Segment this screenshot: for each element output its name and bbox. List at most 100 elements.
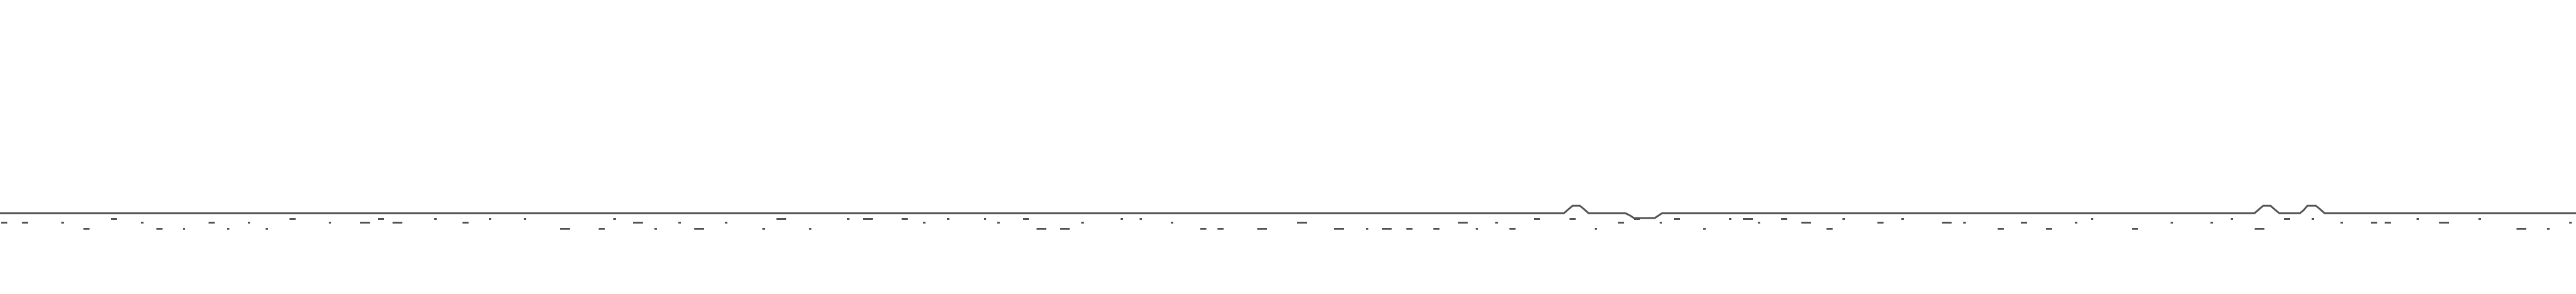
ground-speck <box>1297 222 1307 224</box>
ground-speck <box>248 222 250 224</box>
ground-speck <box>2046 228 2052 230</box>
ground-speck <box>947 218 949 220</box>
ground-speck <box>2417 218 2419 220</box>
ground-speck <box>1660 222 1662 224</box>
ground-speck <box>111 218 117 220</box>
ground-speck <box>776 218 786 220</box>
ground-speck <box>1570 218 1576 220</box>
ground-speck <box>141 222 144 224</box>
ground-speck <box>156 228 163 230</box>
ground-speck <box>1406 228 1413 230</box>
ground-speck <box>434 218 437 220</box>
ground-speck <box>1901 218 1904 220</box>
ground-speck <box>725 222 727 224</box>
ground-speck <box>1458 222 1468 224</box>
ground-speck <box>1595 228 1597 230</box>
ground-speck <box>863 218 873 220</box>
ground-speck <box>984 218 986 220</box>
ground-speck <box>1140 218 1142 220</box>
ground-speck <box>1729 218 1731 220</box>
ground-speck <box>599 228 605 230</box>
ground-speck <box>1382 228 1392 230</box>
ground-speck <box>1023 218 1029 220</box>
ground-speck <box>1827 228 1833 230</box>
ground-speck <box>2517 228 2526 230</box>
ground-speck <box>613 218 616 220</box>
ground-speck <box>762 228 765 230</box>
ground-speck <box>266 228 268 230</box>
ground-speck <box>1703 228 1706 230</box>
ground-speck <box>2075 222 2077 224</box>
ground-speck <box>209 222 215 224</box>
ground-speck <box>61 222 64 224</box>
ground-speck <box>633 222 643 224</box>
ground-speck <box>2569 222 2572 224</box>
ground-speck <box>1534 218 1540 220</box>
ground-speck <box>289 218 296 220</box>
ground-speck <box>678 222 681 224</box>
ground-speck <box>489 218 491 220</box>
ground-speck <box>2547 228 2550 230</box>
ground-speck <box>2231 218 2233 220</box>
ground-speck <box>1963 222 1966 224</box>
ground-speck <box>1 222 7 224</box>
ground-speck <box>1060 228 1070 230</box>
ground-speck <box>1743 218 1753 220</box>
ground-speck <box>2021 222 2027 224</box>
ground-speck <box>462 222 469 224</box>
ground-speck <box>1942 222 1952 224</box>
ground-speck <box>2340 222 2343 224</box>
ground-speck <box>1877 222 1884 224</box>
ground-speck <box>2132 228 2138 230</box>
ground-speck <box>2171 222 2173 224</box>
ground-speck <box>1366 228 1368 230</box>
ground-speck <box>2385 222 2391 224</box>
ground-speck <box>1476 228 1478 230</box>
ground-speck <box>694 228 704 230</box>
ground-speck <box>83 228 90 230</box>
ground-speck <box>1433 228 1439 230</box>
ground-speck <box>1801 222 1811 224</box>
ground-speck <box>1674 218 1680 220</box>
ground-speck <box>1171 222 1173 224</box>
ground-speck <box>902 218 908 220</box>
ground-speck <box>1081 222 1084 224</box>
ground-speck <box>1618 222 1624 224</box>
ground-speck <box>378 218 384 220</box>
ground-speck <box>227 228 229 230</box>
ground-speck <box>2284 218 2290 220</box>
ground-speck <box>183 228 185 230</box>
ground-speck <box>2255 228 2264 230</box>
ground-speck <box>1200 228 1206 230</box>
ground-specks <box>1 218 2572 230</box>
ground-speck <box>2210 222 2213 224</box>
ground-speck <box>1495 222 1498 224</box>
ground-speck <box>1334 228 1344 230</box>
ground-speck <box>2478 218 2481 220</box>
ground-speck <box>1634 218 1640 220</box>
ground-speck <box>847 218 849 220</box>
ground-speck <box>329 222 331 224</box>
ground-speck <box>1781 218 1787 220</box>
ground-speck <box>2439 222 2449 224</box>
ground-speck <box>393 222 402 224</box>
ground-speck <box>524 218 526 220</box>
ground-speck <box>809 228 811 230</box>
ground-speck <box>1758 222 1760 224</box>
ground-line <box>0 205 2576 219</box>
ground-speck <box>2091 218 2093 220</box>
ground-speck <box>360 222 370 224</box>
ground-speck <box>2312 218 2314 220</box>
ground-speck <box>654 228 657 230</box>
ground-speck <box>1217 228 1224 230</box>
ground-speck <box>997 222 1000 224</box>
ground-speck <box>1842 218 1845 220</box>
ground-speck <box>560 228 570 230</box>
ground-speck <box>2371 222 2377 224</box>
ground-speck <box>923 222 926 224</box>
ground-speck <box>1257 228 1267 230</box>
ground-speck <box>1509 228 1516 230</box>
ground-speck <box>1121 218 1123 220</box>
